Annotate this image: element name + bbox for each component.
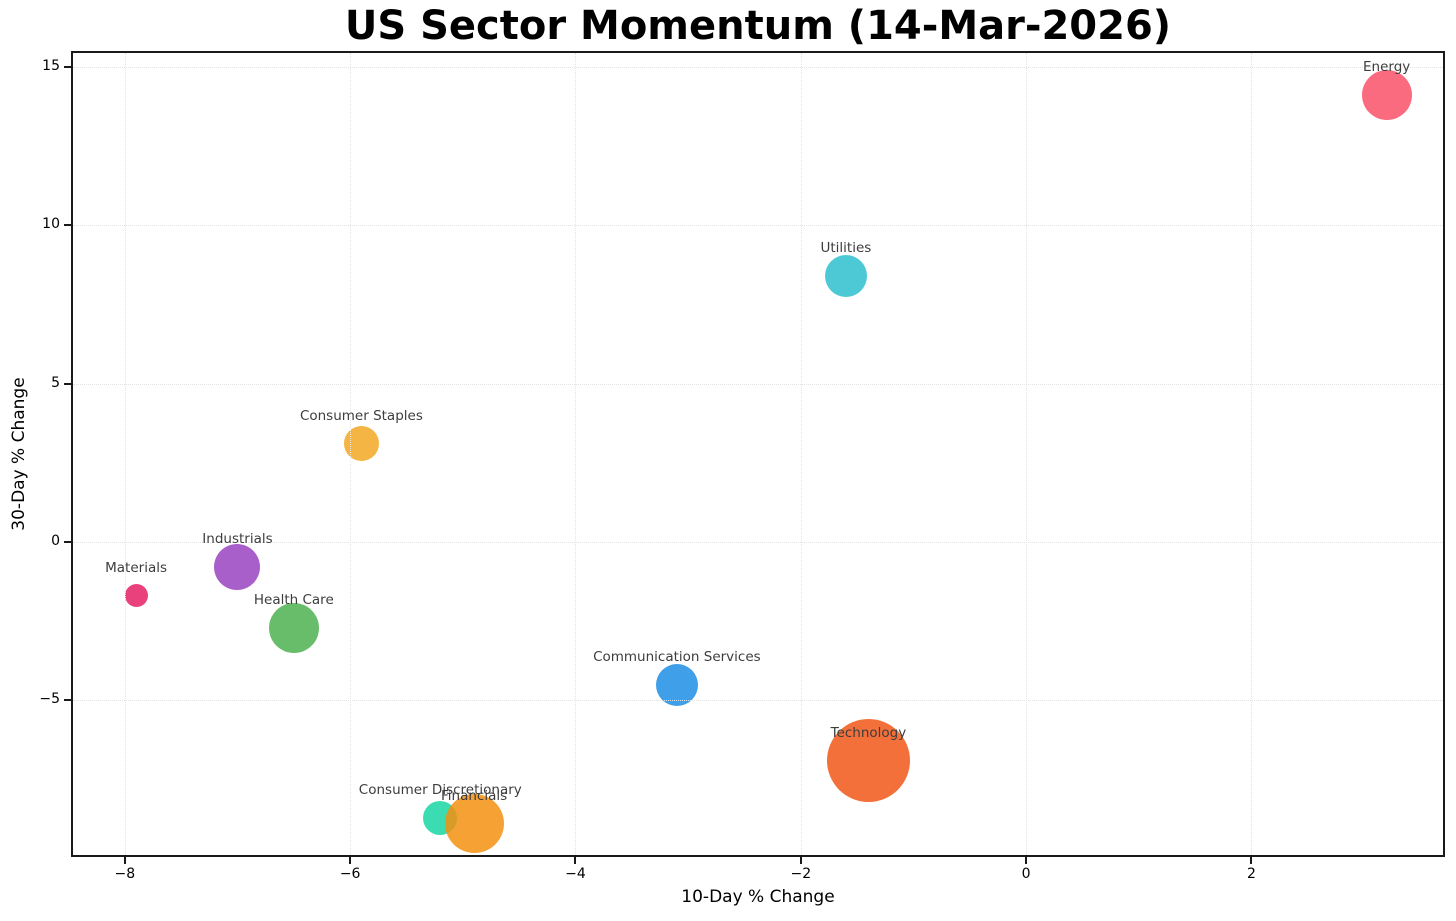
gridline-y-15 [73, 66, 1443, 68]
y-tick-mark [64, 224, 71, 227]
bubble-consumer-staples [343, 426, 379, 462]
bubble-health-care [268, 602, 319, 653]
bubble-label-industrials: Industrials [202, 531, 273, 548]
y-axis-label: 30-Day % Change [9, 377, 29, 531]
bubble-energy [1361, 70, 1412, 121]
gridline-x--8 [124, 53, 126, 855]
gridline-x--4 [575, 53, 577, 855]
bubble-technology [826, 719, 910, 803]
x-tick-label: −8 [114, 866, 136, 882]
y-tick-label: 5 [51, 374, 60, 391]
bubble-financials [444, 794, 504, 854]
y-tick-mark [64, 699, 71, 702]
y-tick-label: 15 [42, 57, 60, 74]
plot-area-border [71, 51, 1445, 857]
bubble-label-financials: Financials [441, 787, 508, 804]
bubble-label-consumer-discretionary: Consumer Discretionary [358, 781, 522, 798]
bubble-industrials [214, 544, 261, 591]
bubble-label-utilities: Utilities [820, 239, 872, 256]
y-tick-label: 0 [51, 533, 60, 550]
y-tick-mark [64, 65, 71, 68]
x-tick-label: −2 [790, 866, 812, 882]
y-tick-mark [64, 382, 71, 385]
y-tick-mark [64, 541, 71, 544]
gridline-y-10 [73, 225, 1443, 227]
x-tick-mark [574, 857, 577, 864]
bubble-label-communication-services: Communication Services [593, 648, 761, 665]
bubble-materials [124, 584, 148, 608]
bubble-label-technology: Technology [830, 724, 907, 741]
gridline-x--6 [350, 53, 352, 855]
gridline-y--5 [73, 700, 1443, 702]
gridline-x-2 [1251, 53, 1253, 855]
y-tick-label: 10 [42, 216, 60, 233]
x-tick-mark [799, 857, 802, 864]
x-tick-label: −6 [339, 866, 361, 882]
y-tick-label: −5 [39, 691, 60, 708]
x-tick-mark [123, 857, 126, 864]
bubble-label-health-care: Health Care [253, 591, 334, 608]
x-tick-mark [1025, 857, 1028, 864]
x-tick-label: 0 [1021, 866, 1031, 882]
bubble-communication-services [655, 663, 698, 706]
gridline-x-0 [1026, 53, 1028, 855]
x-tick-label: −4 [565, 866, 586, 882]
chart-title: US Sector Momentum (14-Mar-2026) [344, 3, 1172, 49]
gridline-y-0 [73, 542, 1443, 544]
x-tick-mark [349, 857, 352, 864]
bubble-label-materials: Materials [105, 559, 168, 576]
gridline-x--2 [800, 53, 802, 855]
bubble-utilities [824, 254, 867, 297]
bubble-label-consumer-staples: Consumer Staples [299, 407, 423, 424]
gridline-y-5 [73, 383, 1443, 385]
x-tick-label: 2 [1247, 866, 1256, 882]
bubble-label-energy: Energy [1363, 59, 1411, 76]
x-tick-mark [1250, 857, 1253, 864]
x-axis-label: 10-Day % Change [681, 887, 835, 907]
